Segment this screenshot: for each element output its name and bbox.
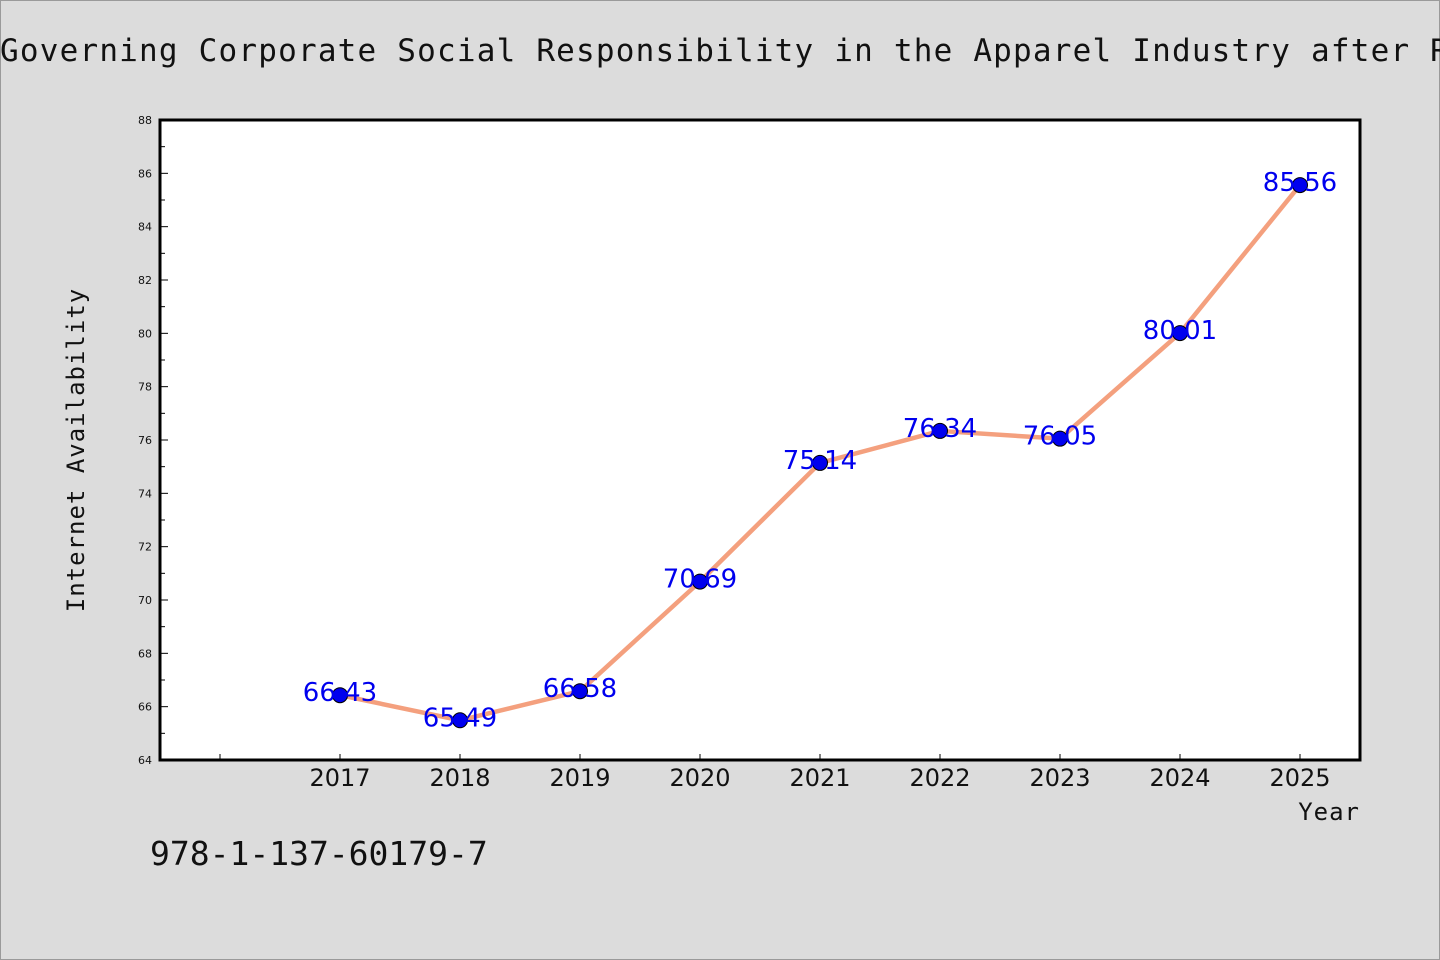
data-label: 65.49 [423, 703, 497, 733]
data-label: 76.05 [1023, 422, 1097, 452]
y-tick-label: 80 [138, 327, 152, 340]
data-point [452, 712, 468, 729]
y-tick-label: 86 [138, 167, 152, 180]
data-label: 85.56 [1263, 168, 1337, 198]
data-point [1052, 430, 1068, 447]
x-tick-label: 2022 [909, 764, 970, 792]
y-tick-label: 72 [138, 541, 152, 554]
data-label: 80.01 [1143, 316, 1217, 346]
data-label: 75.14 [783, 446, 857, 476]
x-tick-label: 2021 [789, 764, 850, 792]
y-tick-label: 68 [138, 647, 152, 660]
data-point [572, 683, 588, 700]
x-tick-label: 2019 [549, 764, 610, 792]
data-labels: 66.43 65.49 66.58 70.69 75.14 76.34 76.05 80.01… [303, 168, 1337, 733]
isbn-text: 978-1-137-60179-7 [150, 834, 488, 873]
data-point [332, 687, 348, 704]
y-tick-label: 64 [138, 754, 152, 767]
data-point [932, 422, 948, 439]
y-tick-label: 74 [138, 487, 152, 500]
data-point [812, 454, 828, 471]
y-tick-label: 78 [138, 381, 152, 394]
y-tick-label: 76 [138, 434, 152, 447]
x-tick-label: 2024 [1149, 764, 1210, 792]
data-point [1172, 325, 1188, 342]
y-tick-label: 84 [138, 221, 152, 234]
x-tick-label: 2025 [1269, 764, 1330, 792]
plot-area [158, 118, 1362, 762]
data-point [692, 573, 708, 590]
data-label: 70.69 [663, 565, 737, 595]
y-axis: 64 66 68 70 72 74 76 78 80 82 84 86 88 [138, 114, 168, 767]
y-tick-label: 66 [138, 701, 152, 714]
data-label: 66.58 [543, 674, 617, 704]
y-tick-label: 70 [138, 594, 152, 607]
y-axis-label: Internet Availability [62, 288, 90, 612]
data-label: 66.43 [303, 678, 377, 708]
series-internet-availability [332, 177, 1308, 729]
x-tick-label: 2017 [309, 764, 370, 792]
y-tick-label: 82 [138, 274, 152, 287]
x-axis-label: Year [1298, 798, 1360, 826]
data-point [1292, 177, 1308, 194]
x-tick-label: 2018 [429, 764, 490, 792]
data-label: 76.34 [903, 414, 977, 444]
chart-title: Governing Corporate Social Responsibilit… [0, 33, 1440, 69]
x-tick-label: 2023 [1029, 764, 1090, 792]
x-tick-label: 2020 [669, 764, 730, 792]
x-axis: 2017 2018 2019 2020 2021 2022 2023 2024 2025 [219, 754, 1331, 792]
y-tick-label: 88 [138, 114, 152, 127]
